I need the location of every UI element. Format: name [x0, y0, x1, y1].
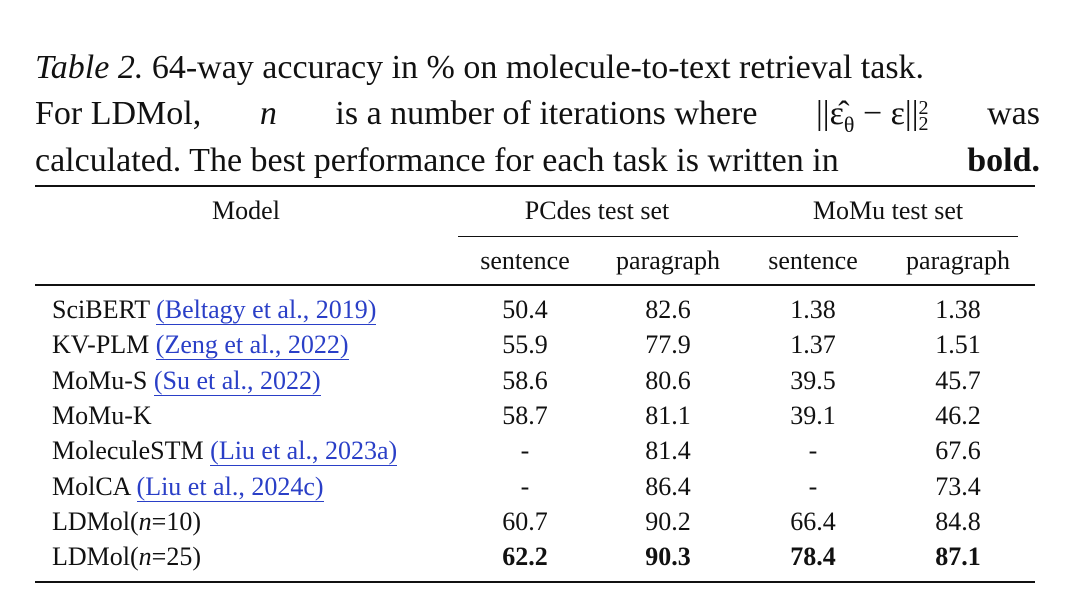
citation-link[interactable]: (Beltagy et al., 2019) — [156, 295, 377, 325]
value-cell: 1.38 — [935, 295, 981, 324]
value-cell: - — [808, 471, 818, 501]
formula-part: − ε|| — [862, 95, 919, 132]
model-name: LDMol( — [52, 542, 139, 572]
model-name: LDMol( — [52, 506, 139, 536]
value-cell: 81.4 — [645, 436, 691, 466]
subheader: sentence — [768, 246, 858, 275]
top-rule — [35, 185, 1035, 187]
caption-variable: n — [259, 95, 277, 132]
value-cell: 60.7 — [502, 506, 548, 536]
header-group: PCdes test set — [524, 196, 670, 225]
value-cell: 39.1 — [790, 400, 836, 430]
subheader: paragraph — [616, 246, 720, 275]
model-cell: LDMol(n=25) — [52, 542, 201, 572]
model-name: SciBERT — [52, 295, 150, 324]
value-cell: 82.6 — [645, 295, 691, 324]
value-cell: 55.9 — [502, 330, 548, 360]
model-name: =25) — [151, 542, 201, 572]
value-cell: 86.4 — [645, 471, 691, 501]
caption-line: calculated. The best performance for eac… — [35, 141, 1040, 181]
value-cell: 46.2 — [935, 400, 981, 430]
caption-bold: bold. — [967, 142, 1040, 179]
formula-part: ||ε̂ — [816, 95, 844, 132]
subheader: sentence — [480, 246, 570, 275]
value-cell: 87.1 — [935, 542, 981, 572]
value-cell: 62.2 — [502, 542, 548, 572]
mid-rule — [35, 284, 1035, 286]
model-cell: KV-PLM (Zeng et al., 2022) — [52, 330, 349, 361]
model-name: MolCA — [52, 471, 131, 501]
value-cell: - — [808, 436, 818, 466]
value-cell: 45.7 — [935, 365, 981, 395]
caption-text: was — [987, 95, 1040, 132]
model-cell: MoMu-K — [52, 401, 152, 431]
citation-link[interactable]: (Su et al., 2022) — [153, 365, 321, 396]
value-cell: 50.4 — [502, 295, 548, 324]
value-cell: 66.4 — [790, 506, 836, 536]
caption-line: For LDMol, n is a number of iterations w… — [35, 94, 1040, 145]
model-cell: SciBERT (Beltagy et al., 2019) — [52, 295, 377, 325]
value-cell: 1.37 — [790, 330, 836, 360]
value-cell: 84.8 — [935, 506, 981, 536]
model-name: MoleculeSTM — [52, 436, 204, 466]
caption-text: 64-way accuracy in % on molecule-to-text… — [151, 49, 925, 86]
formula: ||ε̂θ − ε|| 2 2 — [816, 94, 929, 145]
value-cell: 58.7 — [502, 400, 548, 430]
value-cell: 90.2 — [645, 506, 691, 536]
value-cell: 78.4 — [790, 542, 836, 572]
model-cell: LDMol(n=10) — [52, 507, 201, 537]
citation-link[interactable]: (Liu et al., 2024c) — [136, 471, 324, 502]
formula-part: 2 — [918, 97, 929, 120]
value-cell: 1.38 — [790, 295, 836, 324]
value-cell: 39.5 — [790, 365, 836, 395]
caption-label: Table 2. — [35, 49, 144, 86]
bottom-rule — [35, 581, 1035, 583]
model-cell: MoleculeSTM (Liu et al., 2023a) — [52, 436, 398, 467]
caption-text: is a number of iterations where — [335, 95, 758, 132]
model-name: MoMu-K — [52, 400, 152, 430]
model-cell: MolCA (Liu et al., 2024c) — [52, 471, 324, 502]
value-cell: 1.51 — [935, 330, 981, 360]
value-cell: 77.9 — [645, 330, 691, 360]
model-name: =10) — [151, 506, 201, 536]
citation-link[interactable]: (Liu et al., 2023a) — [210, 436, 398, 467]
caption-line: Table 2. 64-way accuracy in % on molecul… — [35, 48, 1040, 88]
model-name: n — [138, 506, 152, 536]
header-group: MoMu test set — [812, 196, 964, 225]
citation-link[interactable]: (Zeng et al., 2022) — [155, 330, 349, 361]
model-name: KV-PLM — [52, 330, 150, 360]
model-name: MoMu-S — [52, 365, 148, 395]
caption-text: For LDMol, — [35, 95, 202, 132]
value-cell: 90.3 — [645, 542, 691, 572]
model-name: n — [138, 542, 152, 572]
caption-text: calculated. The best performance for eac… — [35, 142, 839, 179]
group-rule — [458, 236, 1018, 237]
model-cell: MoMu-S (Su et al., 2022) — [52, 365, 321, 396]
formula-part: 2 — [918, 113, 929, 136]
formula-part: θ — [843, 111, 855, 137]
caption-text: Table 2. 64-way accuracy in % on molecul… — [35, 48, 924, 88]
value-cell: 73.4 — [935, 471, 981, 501]
value-cell: - — [520, 436, 530, 466]
value-cell: 58.6 — [502, 365, 548, 395]
value-cell: 80.6 — [645, 365, 691, 395]
header-cell: Model — [212, 196, 280, 225]
value-cell: - — [520, 471, 530, 501]
value-cell: 67.6 — [935, 436, 981, 466]
value-cell: 81.1 — [645, 400, 691, 430]
subheader: paragraph — [906, 246, 1010, 275]
